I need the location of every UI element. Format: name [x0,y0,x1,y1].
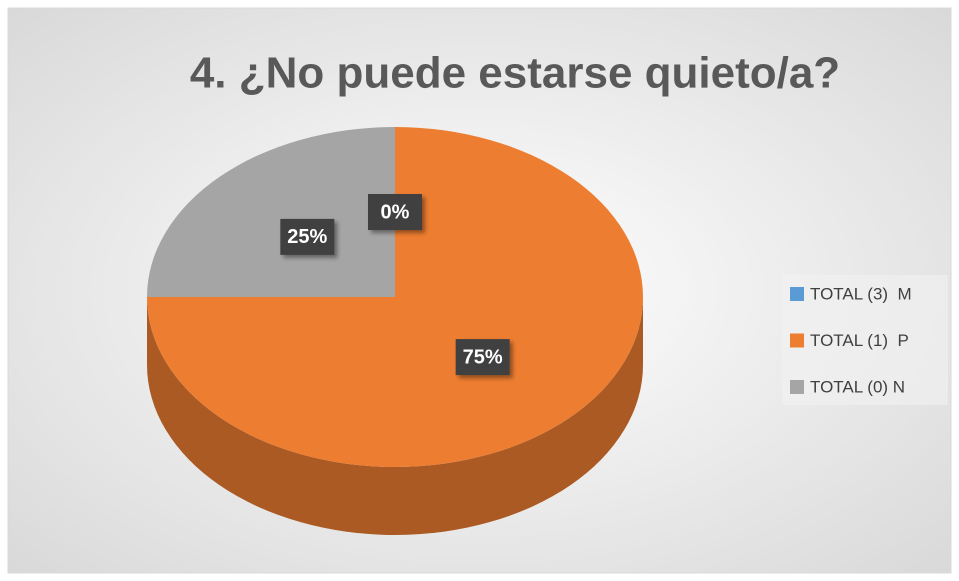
legend-swatch [790,333,804,348]
pie-side [147,297,643,535]
legend-background [782,275,948,405]
data-label: 25% [280,218,335,255]
data-label-box [280,218,335,255]
chart-title: 4. ¿No puede estarse quieto/a? [190,49,840,98]
data-label-text: 0% [381,201,410,223]
legend-label: TOTAL (1) P [810,331,909,350]
legend-swatch [790,287,804,301]
data-label: 0% [368,194,422,230]
data-label: 75% [455,339,510,376]
legend-swatch [790,380,804,394]
legend-label: TOTAL (3) M [810,284,912,303]
data-label-text: 25% [287,226,327,248]
data-label-text: 75% [463,346,503,368]
data-label-box [368,194,422,230]
legend-label: TOTAL (0) N [810,377,905,396]
data-label-box [455,339,510,376]
